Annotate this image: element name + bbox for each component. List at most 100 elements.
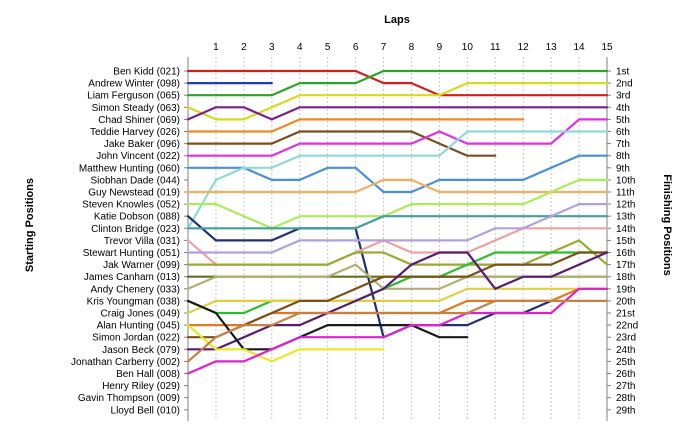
series-line-7 [186,130,497,157]
finishing-position-label: 3rd [616,91,630,102]
x-tick-label: 4 [297,42,303,53]
finishing-position-label: 28th [616,393,635,404]
finishing-position-label: 8th [616,151,630,162]
x-tick-label: 14 [574,42,586,53]
starting-position-label: Alan Hunting (045) [97,321,180,332]
finishing-position-label: 29th [616,405,635,416]
starting-position-label: Henry Riley (029) [102,381,180,392]
starting-position-label: James Canham (013) [84,272,180,283]
starting-position-label: Jason Beck (079) [102,345,180,356]
series-line-16 [186,203,609,254]
series-line-25 [186,299,469,351]
finishing-position-label: 24th [616,345,635,356]
x-axis-title: Laps [384,14,410,26]
finishing-position-label: 7th [616,139,630,150]
series-line-21 [186,287,609,315]
series-line-24 [186,251,609,351]
x-tick-label: 5 [325,42,331,53]
finishing-position-label: 15th [616,236,635,247]
x-tick-label: 6 [353,42,359,53]
starting-position-label: Jake Baker (096) [104,139,180,150]
series-line-17 [186,239,609,266]
starting-position-label: Teddie Harvey (026) [90,127,180,138]
x-tick-label: 12 [518,42,530,53]
starting-position-label: Ben Kidd (021) [113,67,180,78]
y-axis-left-title: Starting Positions [24,178,36,272]
series-line-9 [186,154,609,194]
starting-position-label: Steven Knowles (052) [82,200,180,211]
starting-position-label: Andrew Winter (098) [88,79,180,90]
starting-position-label: Guy Newstead (019) [88,188,180,199]
finishing-position-label: 5th [616,115,630,126]
starting-position-label: Chad Shiner (069) [98,115,180,126]
series-line-6 [186,118,525,133]
series-line-1 [186,69,609,97]
finishing-position-label: 13th [616,212,635,223]
starting-position-label: Craig Jones (049) [101,309,180,320]
finishing-position-label: 25th [616,357,635,368]
finishing-position-label: 2nd [616,79,633,90]
starting-position-label: Gavin Thompson (009) [78,393,180,404]
series-line-8 [186,118,609,157]
x-tick-label: 3 [269,42,275,53]
series-line-5 [186,106,609,121]
finishing-position-label: 10th [616,175,635,186]
starting-position-label: Liam Ferguson (065) [87,91,180,102]
starting-position-label: John Vincent (022) [96,151,180,162]
finishing-position-label: 18th [616,272,635,283]
finishing-position-label: 21st [616,309,635,320]
starting-position-label: Stewart Hunting (051) [83,248,180,259]
series-lines [186,69,609,375]
finishing-position-label: 4th [616,103,630,114]
starting-position-label: Andy Chenery (033) [91,284,181,295]
finishing-position-label: 17th [616,260,635,271]
starting-position-label: Siobhan Dade (044) [90,175,180,186]
finishing-position-label: 14th [616,224,635,235]
starting-position-label: Jak Warner (099) [103,260,180,271]
x-tick-label: 13 [546,42,558,53]
finishing-position-label: 22nd [616,321,638,332]
starting-position-label: Clinton Bridge (023) [91,224,180,235]
finishing-position-label: 1st [616,67,630,78]
finishing-position-label: 19th [616,284,635,295]
starting-position-label: Ben Hall (008) [116,369,180,380]
x-tick-label: 10 [462,42,474,53]
series-line-3 [186,69,609,97]
finishing-position-label: 11th [616,188,635,199]
finishing-position-label: 20th [616,296,635,307]
starting-position-label: Simon Jordan (022) [92,333,180,344]
finishing-position-label: 27th [616,381,635,392]
finishing-position-label: 12th [616,200,635,211]
x-tick-label: 15 [601,42,613,53]
finishing-position-label: 6th [616,127,630,138]
starting-position-label: Lloyd Bell (010) [111,405,180,416]
series-line-20 [186,251,609,315]
series-line-28 [186,299,609,363]
series-line-27 [186,287,609,375]
series-line-14 [186,215,609,230]
finishing-position-label: 9th [616,163,630,174]
finishing-position-label: 16th [616,248,635,259]
starting-position-label: Kris Youngman (038) [87,296,180,307]
series-line-11 [186,178,609,194]
finishing-position-label: 23rd [616,333,636,344]
x-tick-label: 1 [213,42,219,53]
x-tick-label: 11 [490,42,501,53]
x-tick-label: 7 [381,42,387,53]
x-tick-label: 2 [241,42,247,53]
finishing-position-label: 26th [616,369,635,380]
starting-position-label: Matthew Hunting (060) [79,163,180,174]
x-tick-label: 9 [437,42,443,53]
starting-position-label: Katie Dobson (088) [94,212,180,223]
y-axis-right-title: Finishing Positions [661,174,673,275]
starting-position-label: Trevor Villa (031) [104,236,180,247]
series-line-10 [186,130,609,230]
series-line-12 [186,178,609,230]
starting-position-label: Simon Steady (063) [92,103,180,114]
starting-position-label: Jonathan Carberry (002) [71,357,180,368]
series-line-26 [186,324,385,363]
x-tick-label: 8 [409,42,415,53]
